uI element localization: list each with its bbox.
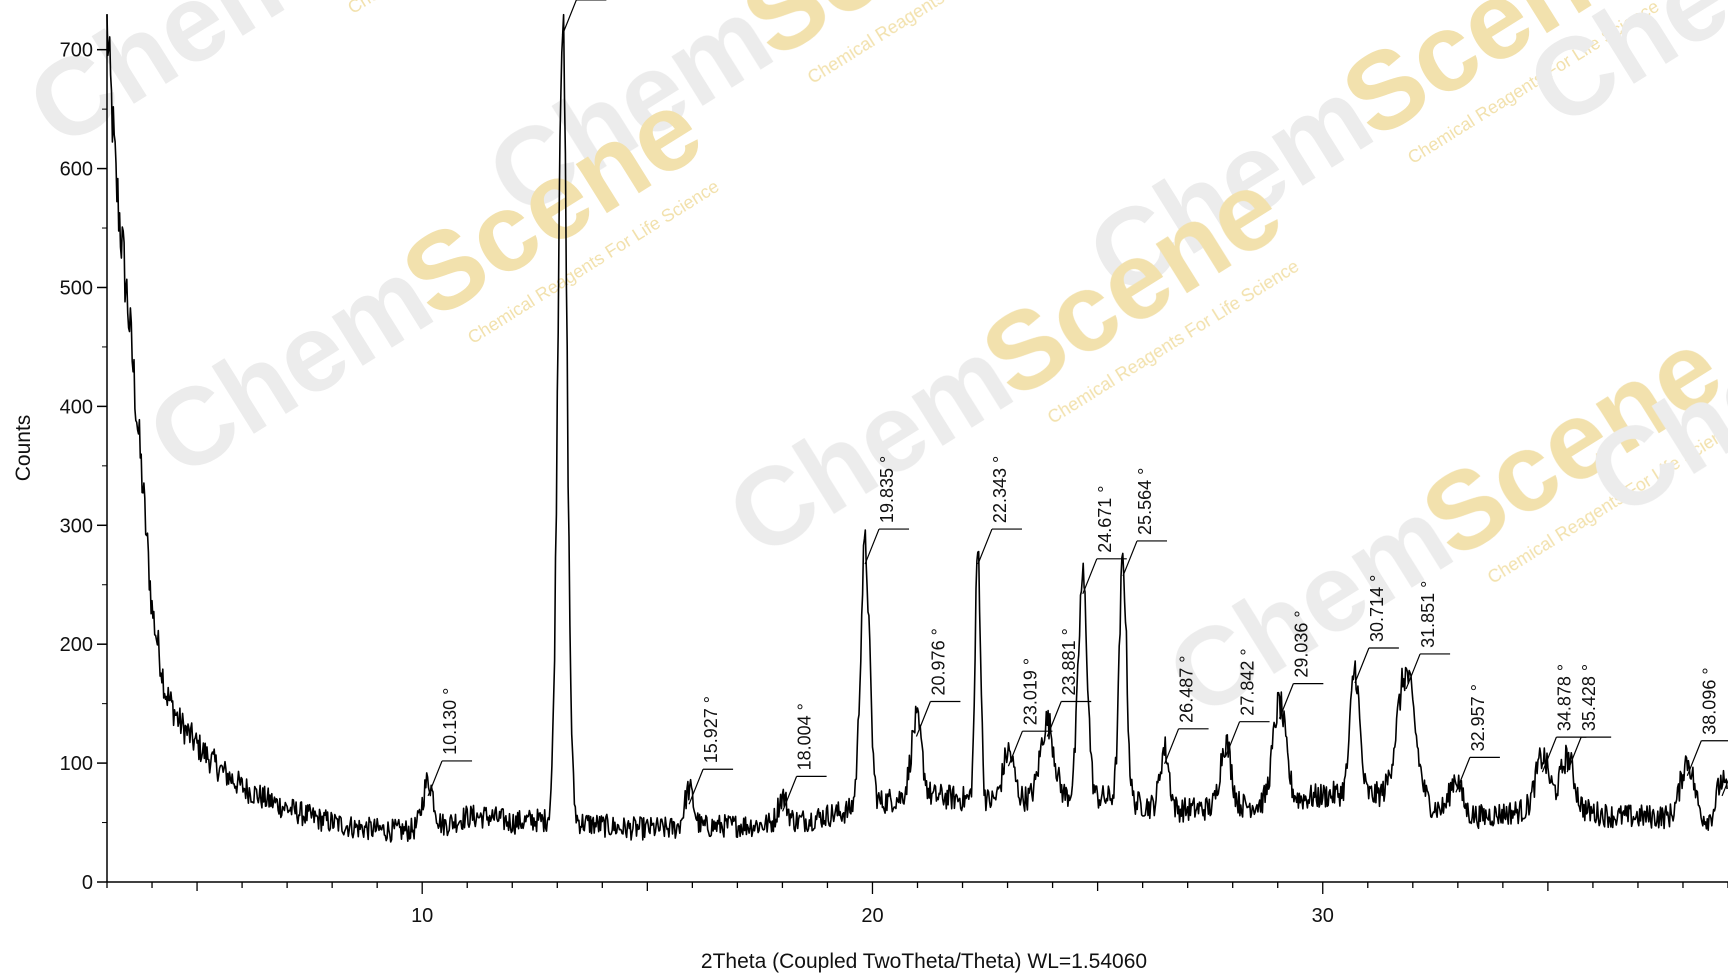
watermark-brand: Chem xyxy=(8,0,332,170)
peak-label: 34.878 ° xyxy=(1554,664,1574,731)
peak-label: 29.036 ° xyxy=(1291,610,1311,677)
y-tick-label: 0 xyxy=(82,872,93,894)
peak-leader-line xyxy=(1354,647,1370,684)
peak-label: 30.714 ° xyxy=(1367,575,1387,642)
peak-label: 35.428 ° xyxy=(1579,664,1599,731)
peak-leader-line xyxy=(1007,730,1023,767)
peak-leader-line xyxy=(1455,757,1471,793)
peak-marker: 31.851 ° xyxy=(1405,581,1451,690)
y-tick-label: 200 xyxy=(60,634,93,656)
peak-leader-line xyxy=(1405,653,1421,690)
peak-marker: 23.019 ° xyxy=(1007,658,1053,767)
peak-marker: 19.835 ° xyxy=(864,456,910,565)
peak-leader-line xyxy=(782,776,798,812)
y-tick-label: 300 xyxy=(60,515,93,537)
peak-marker: 24.671 ° xyxy=(1082,486,1127,595)
y-tick-label: 700 xyxy=(60,40,93,62)
peak-marker: 30.714 ° xyxy=(1354,575,1399,684)
peak-marker: 15.927 ° xyxy=(688,696,734,805)
peak-marker: 38.868 ° xyxy=(1721,779,1728,797)
x-tick-label: 30 xyxy=(1312,905,1334,927)
peak-leader-line xyxy=(1164,728,1180,765)
diffraction-pattern-line xyxy=(106,13,1728,843)
peak-label: 18.004 ° xyxy=(795,703,815,770)
peak-leader-line xyxy=(1278,683,1294,719)
x-tick-label: 10 xyxy=(411,905,433,927)
peak-label: 23.019 ° xyxy=(1020,658,1040,725)
peak-label: 32.957 ° xyxy=(1468,684,1488,751)
y-tick-label: 600 xyxy=(60,159,93,181)
peak-labels: 10.130 ° 13.113 ° 15.927 ° 18.004 ° 19.835 °… xyxy=(427,0,1728,812)
peak-leader-line xyxy=(864,528,880,565)
peak-leader-line xyxy=(1082,558,1098,595)
peak-label: 19.835 ° xyxy=(877,456,897,523)
peak-label: 23.881 ° xyxy=(1059,628,1079,695)
peak-marker: 13.113 ° xyxy=(561,0,607,36)
peak-leader-line xyxy=(688,769,704,805)
peak-label: 10.130 ° xyxy=(440,688,460,755)
peak-label: 26.487 ° xyxy=(1177,656,1197,723)
peak-label: 22.343 ° xyxy=(990,456,1010,523)
peak-marker: 18.004 ° xyxy=(782,703,827,812)
x-axis-title: 2Theta (Coupled TwoTheta/Theta) WL=1.540… xyxy=(701,950,1147,973)
y-tick-label: 100 xyxy=(60,753,93,775)
peak-label: 38.096 ° xyxy=(1699,667,1719,734)
peak-label: 25.564 ° xyxy=(1135,468,1155,535)
peak-leader-line xyxy=(561,0,577,36)
peak-marker: 35.428 ° xyxy=(1566,664,1612,773)
peak-leader-line xyxy=(1541,736,1557,773)
peak-marker: 23.881 ° xyxy=(1046,628,1092,737)
x-ticks: 10 20 30 xyxy=(106,882,1728,927)
peak-leader-line xyxy=(427,760,443,797)
peak-marker: 10.130 ° xyxy=(427,688,473,797)
y-tick-label: 400 xyxy=(60,396,93,418)
peak-label: 27.842 ° xyxy=(1238,648,1258,715)
y-tick-label: 500 xyxy=(60,277,93,299)
peak-marker: 26.487 ° xyxy=(1164,656,1209,765)
peak-leader-line xyxy=(1721,779,1728,797)
x-tick-label: 20 xyxy=(861,905,883,927)
peak-leader-line xyxy=(1566,736,1582,773)
peak-leader-line xyxy=(1686,740,1702,776)
peak-marker: 22.343 ° xyxy=(977,456,1022,565)
peak-label: 15.927 ° xyxy=(701,696,721,763)
peak-marker: 20.976 ° xyxy=(915,628,961,737)
watermark-brand: Chem xyxy=(128,234,452,500)
peak-leader-line xyxy=(1225,721,1241,757)
peak-marker: 25.564 ° xyxy=(1122,468,1168,577)
peak-marker: 38.096 ° xyxy=(1686,667,1728,776)
peak-leader-line xyxy=(915,701,931,737)
peak-marker: 29.036 ° xyxy=(1278,610,1324,719)
peak-label: 20.976 ° xyxy=(928,628,948,695)
peak-leader-line xyxy=(977,528,993,565)
peak-marker: 27.842 ° xyxy=(1225,648,1270,757)
peak-leader-line xyxy=(1046,701,1062,737)
y-ticks: 0 100 200 300 400 500 600 700 xyxy=(60,40,107,894)
peak-leader-line xyxy=(1122,540,1138,577)
peak-marker: 32.957 ° xyxy=(1455,684,1500,793)
y-axis-title: Counts xyxy=(12,415,35,482)
watermark-brand: Chem xyxy=(708,314,1032,580)
peak-label: 24.671 ° xyxy=(1095,486,1115,553)
peak-label: 31.851 ° xyxy=(1418,581,1438,648)
